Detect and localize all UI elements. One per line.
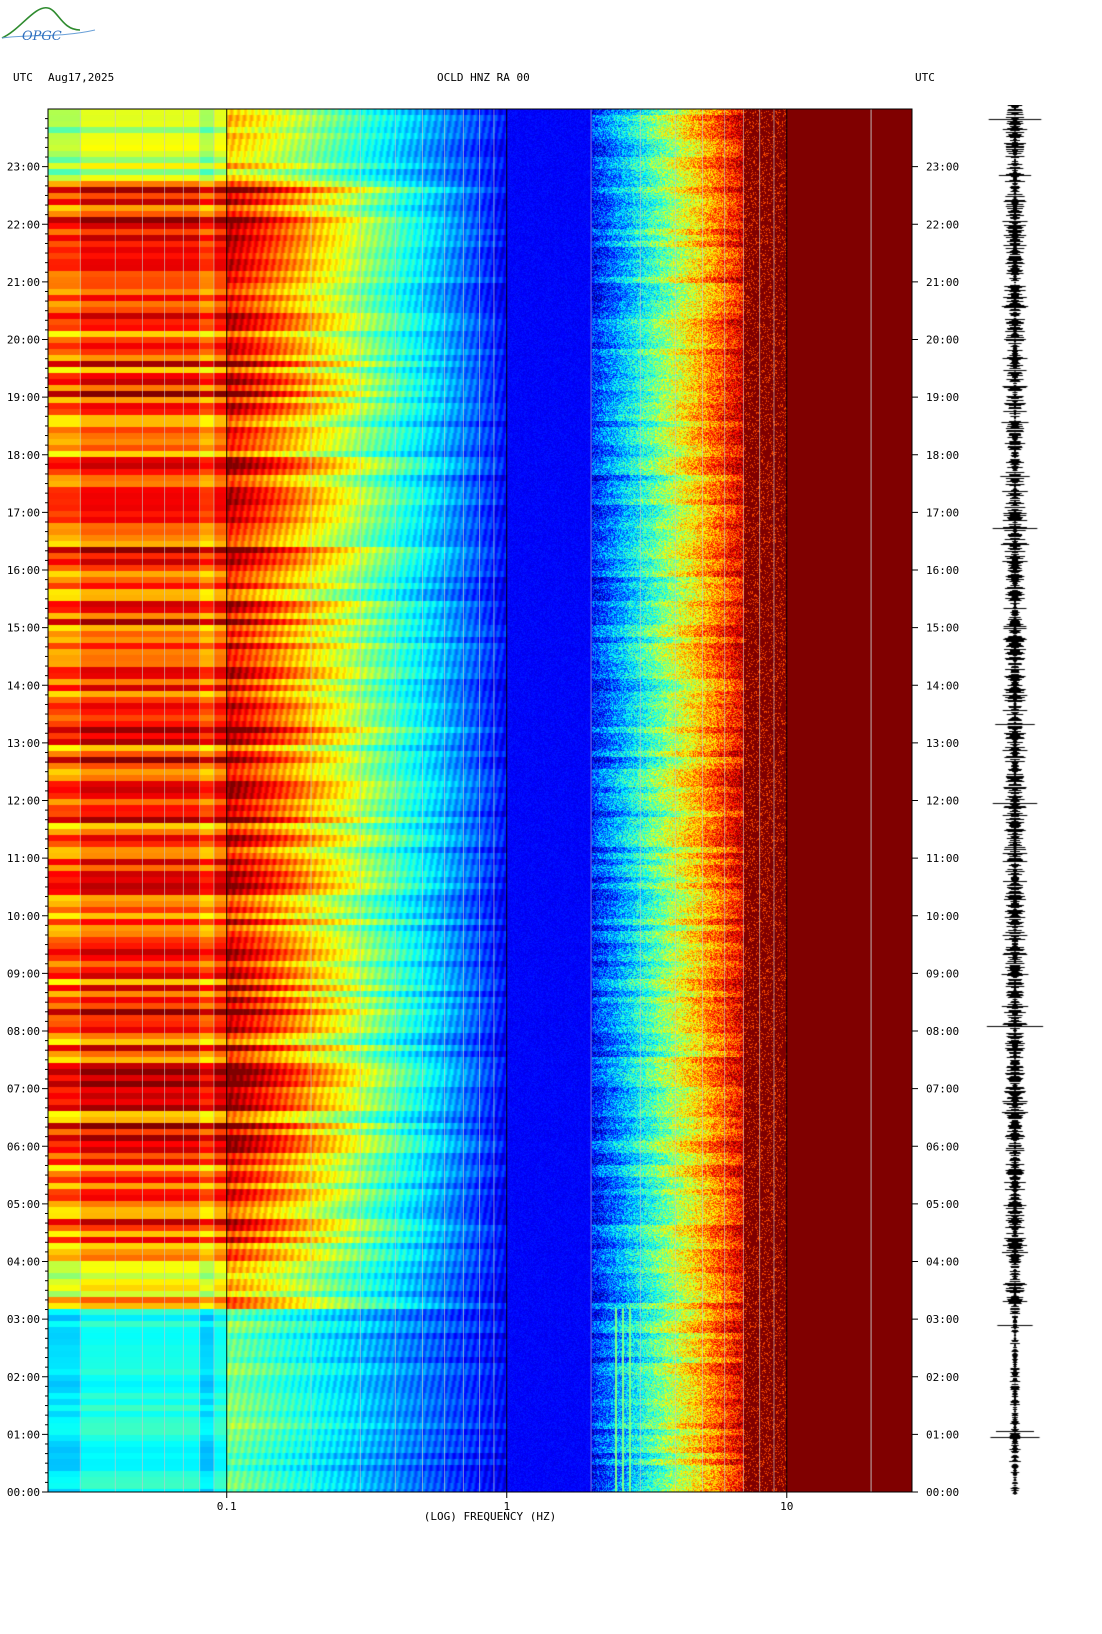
- y-tick-label-left: 09:00: [7, 967, 40, 980]
- y-tick-label-right: 05:00: [926, 1198, 959, 1211]
- y-tick-label-left: 11:00: [7, 852, 40, 865]
- y-tick-label-left: 15:00: [7, 622, 40, 635]
- seismogram-trace: [975, 105, 1055, 1495]
- y-tick-label-right: 11:00: [926, 852, 959, 865]
- y-tick-label-right: 04:00: [926, 1256, 959, 1269]
- y-tick-label-right: 22:00: [926, 218, 959, 231]
- y-tick-label-left: 20:00: [7, 334, 40, 347]
- y-tick-label-left: 21:00: [7, 276, 40, 289]
- y-tick-label-right: 18:00: [926, 449, 959, 462]
- y-tick-label-left: 07:00: [7, 1083, 40, 1096]
- y-tick-label-left: 03:00: [7, 1313, 40, 1326]
- y-tick-label-left: 04:00: [7, 1256, 40, 1269]
- y-tick-label-left: 06:00: [7, 1140, 40, 1153]
- y-tick-label-left: 12:00: [7, 795, 40, 808]
- y-tick-label-left: 13:00: [7, 737, 40, 750]
- opgc-logo: OPGC: [0, 0, 100, 52]
- station-title: OCLD HNZ RA 00: [437, 71, 530, 84]
- y-tick-label-left: 17:00: [7, 506, 40, 519]
- y-tick-label-left: 14:00: [7, 679, 40, 692]
- y-tick-label-right: 08:00: [926, 1025, 959, 1038]
- y-tick-label-left: 01:00: [7, 1428, 40, 1441]
- y-tick-label-right: 00:00: [926, 1486, 959, 1499]
- y-tick-label-right: 17:00: [926, 506, 959, 519]
- utc-label-right: UTC: [915, 71, 935, 84]
- y-tick-label-right: 07:00: [926, 1083, 959, 1096]
- y-tick-label-right: 03:00: [926, 1313, 959, 1326]
- y-tick-label-left: 10:00: [7, 910, 40, 923]
- y-tick-label-right: 13:00: [926, 737, 959, 750]
- y-tick-label-right: 01:00: [926, 1428, 959, 1441]
- y-tick-label-left: 02:00: [7, 1371, 40, 1384]
- y-tick-label-left: 05:00: [7, 1198, 40, 1211]
- y-tick-label-right: 12:00: [926, 795, 959, 808]
- y-tick-label-left: 18:00: [7, 449, 40, 462]
- y-tick-label-left: 16:00: [7, 564, 40, 577]
- y-tick-label-left: 19:00: [7, 391, 40, 404]
- svg-text:OPGC: OPGC: [22, 29, 62, 44]
- y-tick-label-right: 23:00: [926, 161, 959, 174]
- y-tick-label-left: 08:00: [7, 1025, 40, 1038]
- x-tick-label: 1: [503, 1500, 510, 1513]
- y-tick-label-right: 06:00: [926, 1140, 959, 1153]
- utc-label-left: UTC: [13, 71, 33, 84]
- y-tick-label-right: 19:00: [926, 391, 959, 404]
- spectrogram-chart: 00:00 00:00 01:00 01:00 02:00 02:00 03:00 03:00…: [7, 108, 959, 1513]
- y-tick-label-right: 15:00: [926, 622, 959, 635]
- y-tick-label-right: 09:00: [926, 967, 959, 980]
- date-label: Aug17,2025: [48, 71, 115, 84]
- y-tick-label-left: 00:00: [7, 1486, 40, 1499]
- x-tick-label: 0.1: [217, 1500, 237, 1513]
- y-tick-label-left: 22:00: [7, 218, 40, 231]
- y-tick-label-right: 02:00: [926, 1371, 959, 1384]
- x-axis-title: (LOG) FREQUENCY (HZ): [423, 1510, 557, 1523]
- y-tick-label-right: 14:00: [926, 679, 959, 692]
- y-tick-label-right: 16:00: [926, 564, 959, 577]
- y-tick-label-right: 10:00: [926, 910, 959, 923]
- x-tick-label: 10: [780, 1500, 793, 1513]
- y-tick-label-left: 23:00: [7, 161, 40, 174]
- y-tick-label-right: 20:00: [926, 334, 959, 347]
- y-tick-label-right: 21:00: [926, 276, 959, 289]
